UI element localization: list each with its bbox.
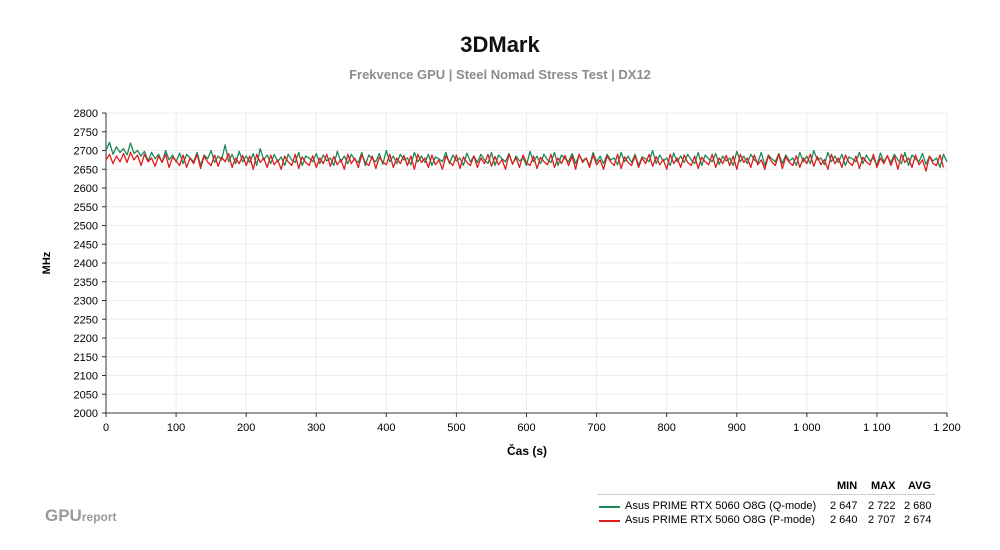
legend-header-max: MAX: [871, 480, 896, 492]
x-tick-label: 400: [377, 422, 395, 434]
x-tick-label: 1 100: [863, 422, 891, 434]
logo-text-report: report: [81, 510, 117, 524]
legend-row-p-mode: Asus PRIME RTX 5060 O8G (P-mode) 2 640 2…: [597, 514, 942, 528]
chart-title: 3DMark: [460, 32, 540, 57]
y-tick-label: 2450: [74, 239, 98, 251]
legend-label-p-mode: Asus PRIME RTX 5060 O8G (P-mode): [625, 514, 815, 526]
legend-header-min: MIN: [837, 480, 858, 492]
legend-max-p-mode: 2 707: [868, 514, 896, 526]
x-tick-label: 300: [307, 422, 325, 434]
legend-divider: [597, 494, 935, 495]
legend-min-p-mode: 2 640: [830, 514, 858, 526]
legend-label-q-mode: Asus PRIME RTX 5060 O8G (Q-mode): [625, 500, 817, 512]
y-tick-label: 2350: [74, 277, 98, 289]
y-tick-label: 2800: [74, 108, 98, 120]
y-tick-label: 2500: [74, 221, 98, 233]
x-tick-label: 700: [587, 422, 605, 434]
y-tick-label: 2200: [74, 333, 98, 345]
legend-row-q-mode: Asus PRIME RTX 5060 O8G (Q-mode) 2 647 2…: [597, 500, 942, 514]
x-tick-label: 1 200: [933, 422, 961, 434]
y-tick-label: 2100: [74, 371, 98, 383]
series-line-p-mode: [105, 151, 945, 172]
legend-avg-p-mode: 2 674: [904, 514, 932, 526]
y-tick-label: 2750: [74, 127, 98, 139]
y-tick-label: 2150: [74, 352, 98, 364]
x-tick-label: 1 000: [793, 422, 821, 434]
legend-header-avg: AVG: [908, 480, 932, 492]
legend-swatch-p-mode: [599, 520, 620, 522]
gpureport-logo: GPUreport: [45, 506, 117, 526]
y-tick-label: 2000: [74, 408, 98, 420]
y-tick-label: 2300: [74, 296, 98, 308]
y-tick-label: 2250: [74, 314, 98, 326]
x-axis-title: Čas (s): [507, 443, 547, 458]
y-tick-label: 2600: [74, 183, 98, 195]
x-tick-label: 800: [657, 422, 675, 434]
legend-min-q-mode: 2 647: [830, 500, 858, 512]
series-line-q-mode: [105, 141, 948, 169]
chart-subtitle: Frekvence GPU | Steel Nomad Stress Test …: [349, 67, 651, 82]
x-tick-label: 600: [517, 422, 535, 434]
legend-swatch-q-mode: [599, 506, 620, 508]
x-tick-label: 100: [167, 422, 185, 434]
y-tick-label: 2650: [74, 164, 98, 176]
x-tick-label: 0: [103, 422, 109, 434]
x-tick-label: 900: [728, 422, 746, 434]
y-tick-label: 2400: [74, 258, 98, 270]
x-tick-label: 200: [237, 422, 255, 434]
y-tick-label: 2700: [74, 146, 98, 158]
x-tick-label: 500: [447, 422, 465, 434]
logo-text-gpu: GPU: [45, 506, 82, 525]
y-tick-label: 2050: [74, 389, 98, 401]
legend-avg-q-mode: 2 680: [904, 500, 932, 512]
y-axis-title: MHz: [41, 251, 53, 274]
legend-max-q-mode: 2 722: [868, 500, 896, 512]
y-tick-label: 2550: [74, 202, 98, 214]
